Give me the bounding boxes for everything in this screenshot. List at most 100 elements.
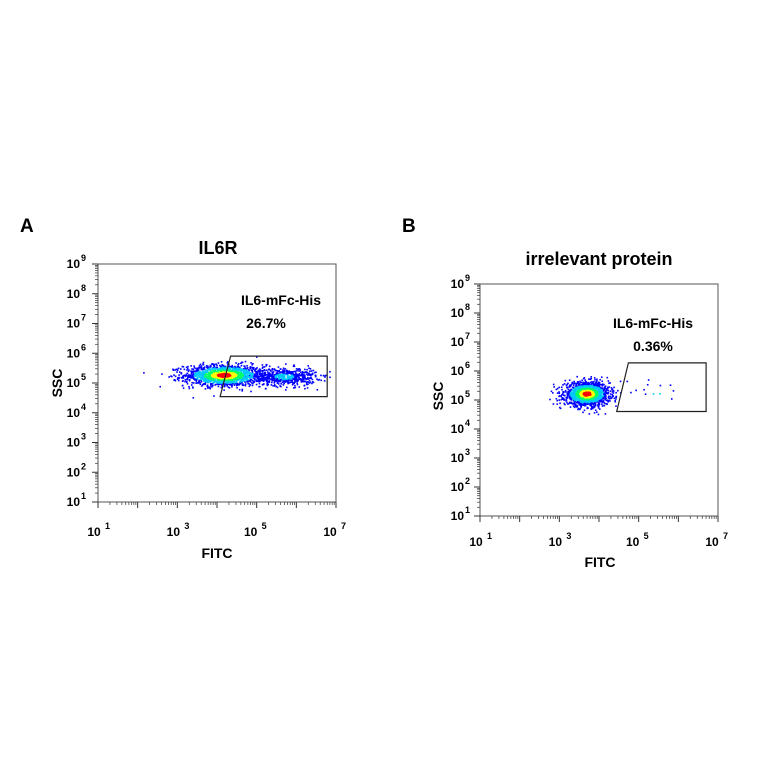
data-point — [594, 378, 596, 381]
data-point — [615, 395, 618, 398]
data-point — [267, 380, 269, 383]
data-point — [607, 391, 610, 394]
x-tick-exponent: 1 — [487, 531, 492, 541]
data-point — [290, 373, 292, 375]
data-point — [238, 383, 241, 386]
data-point — [552, 383, 555, 386]
data-point — [231, 377, 234, 379]
data-point — [246, 367, 249, 370]
data-point — [216, 374, 219, 376]
data-point — [278, 374, 281, 376]
data-point — [257, 370, 260, 373]
data-point — [223, 389, 225, 391]
data-point — [579, 404, 582, 406]
data-point — [269, 369, 272, 372]
data-point — [295, 372, 297, 374]
data-point — [201, 367, 203, 370]
data-point — [212, 368, 214, 370]
data-point — [596, 380, 598, 382]
data-point — [220, 380, 223, 383]
data-point — [207, 367, 210, 369]
data-point — [248, 376, 251, 378]
data-point — [604, 387, 606, 390]
data-point — [177, 367, 180, 370]
data-point — [221, 386, 223, 389]
data-point — [235, 362, 237, 364]
data-point — [194, 378, 196, 380]
data-point — [224, 383, 226, 386]
data-point — [593, 397, 596, 400]
data-point — [305, 371, 307, 374]
data-point — [257, 375, 260, 378]
data-point — [670, 398, 673, 400]
y-tick-label: 10 — [451, 509, 465, 523]
data-point — [219, 383, 221, 385]
data-point — [181, 365, 184, 368]
data-point — [207, 378, 210, 381]
data-point — [576, 399, 578, 401]
data-point — [579, 399, 582, 401]
data-point — [275, 369, 278, 372]
data-point — [242, 371, 245, 374]
data-point — [238, 376, 241, 379]
data-point — [584, 404, 587, 407]
y-tick-exponent: 3 — [81, 432, 86, 442]
data-point — [568, 397, 571, 399]
y-tick-label: 10 — [451, 277, 465, 291]
data-point — [597, 402, 600, 404]
data-point — [593, 401, 596, 404]
data-point — [635, 389, 637, 392]
data-point — [259, 371, 261, 374]
data-point — [270, 384, 273, 386]
data-point — [188, 379, 191, 382]
data-point — [201, 385, 203, 387]
data-point — [195, 370, 198, 372]
data-point — [192, 368, 195, 371]
data-point — [597, 407, 600, 409]
data-point — [244, 383, 247, 385]
data-point — [196, 368, 199, 371]
data-point — [271, 368, 274, 370]
data-point — [170, 375, 172, 377]
data-point — [573, 382, 576, 385]
data-point — [272, 374, 274, 376]
data-point — [229, 367, 231, 370]
x-tick-label: 10 — [626, 535, 640, 549]
data-point — [565, 399, 568, 402]
data-point — [266, 377, 269, 379]
data-point — [306, 383, 308, 386]
data-point — [589, 402, 592, 404]
data-point — [193, 375, 196, 377]
data-point — [566, 396, 569, 398]
data-point — [294, 370, 296, 373]
data-point — [581, 379, 583, 382]
data-point — [276, 379, 279, 381]
data-point — [608, 386, 611, 388]
data-point — [240, 382, 242, 384]
data-point — [200, 380, 203, 383]
data-point — [199, 372, 201, 374]
data-point — [237, 377, 240, 379]
data-point — [589, 397, 592, 400]
data-point — [249, 384, 252, 386]
data-point — [200, 365, 203, 367]
data-point — [235, 374, 237, 377]
data-point — [223, 366, 226, 368]
data-point — [234, 371, 237, 373]
data-point — [172, 368, 174, 371]
data-point — [589, 381, 592, 384]
data-point — [596, 378, 598, 381]
data-point — [215, 370, 218, 373]
data-point — [243, 373, 246, 375]
data-point — [241, 388, 244, 391]
data-point — [601, 384, 604, 387]
data-point — [602, 388, 605, 391]
data-point — [581, 400, 583, 402]
data-point — [311, 373, 314, 376]
data-point — [214, 368, 217, 371]
data-point — [191, 376, 194, 378]
data-point — [184, 380, 186, 383]
data-point — [243, 365, 246, 368]
data-point — [262, 366, 264, 368]
y-tick-label: 10 — [451, 393, 465, 407]
